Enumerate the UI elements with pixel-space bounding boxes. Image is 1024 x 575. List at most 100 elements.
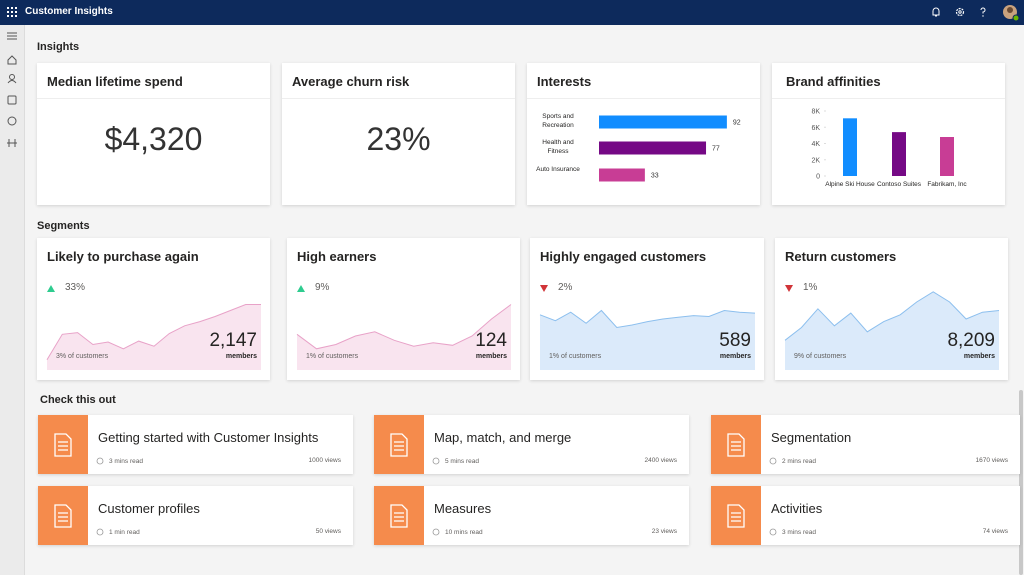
icon-background <box>38 415 88 474</box>
segment-card[interactable]: Likely to purchase again 33% 3% of custome… <box>37 238 270 380</box>
scrollbar[interactable] <box>1019 390 1023 575</box>
clock-icon <box>432 457 440 465</box>
article-title: Customer profiles <box>98 501 200 516</box>
segment-card[interactable]: High earners 9% 1% of customers 124 members <box>287 238 520 380</box>
article-tile[interactable]: Getting started with Customer Insights 3 … <box>38 415 353 474</box>
card-title: Median lifetime spend <box>47 74 183 89</box>
view-count: 50 views <box>315 528 341 535</box>
user-avatar[interactable] <box>1002 4 1020 22</box>
article-icon <box>374 415 424 474</box>
share-text: 3% of customers <box>56 353 109 360</box>
icon-background <box>711 486 761 545</box>
y-tick-label: 6K <box>811 125 820 132</box>
members-count: 124 <box>475 330 507 351</box>
share-text: 1% of customers <box>549 353 602 360</box>
bar <box>599 115 727 129</box>
trend-up-icon <box>47 285 55 292</box>
members-label: members <box>719 353 751 360</box>
bar <box>599 168 645 182</box>
card-title: Highly engaged customers <box>540 249 707 264</box>
article-tile[interactable]: Activities 3 mins read 74 views <box>711 486 1020 545</box>
category-label: Health and Fitness <box>542 139 574 155</box>
clock-face <box>432 457 440 465</box>
divider <box>772 98 1005 99</box>
clock-face <box>769 528 777 536</box>
members-count: 8,209 <box>947 330 995 351</box>
change-value: 33% <box>65 282 86 293</box>
clock-icon <box>769 457 777 465</box>
category-label: Sports and Recreation <box>542 113 574 129</box>
category-label: Contoso Suites <box>876 181 922 188</box>
article-title: Activities <box>771 501 823 516</box>
section-heading: Check this out <box>40 394 116 406</box>
document-icon <box>54 433 72 457</box>
clock-icon <box>96 457 104 465</box>
view-count: 2400 views <box>644 457 677 464</box>
trend-line <box>296 304 512 350</box>
article-tile[interactable]: Customer profiles 1 min read 50 views <box>38 486 353 545</box>
change-value: 9% <box>315 282 330 293</box>
clock-face <box>96 457 104 465</box>
trend-down-icon <box>540 285 548 292</box>
segment-card[interactable]: Highly engaged customers 2% 1% of customer… <box>530 238 764 380</box>
members-label: members <box>475 353 507 360</box>
read-time: 2 mins read <box>782 458 816 465</box>
bar <box>940 137 954 176</box>
sparkline <box>46 285 261 370</box>
kpi-value: 23% <box>366 121 431 157</box>
divider <box>37 98 270 99</box>
share-text: 1% of customers <box>306 353 359 360</box>
nav-icons[interactable] <box>0 25 24 155</box>
sparkline <box>296 285 512 370</box>
bar <box>599 141 707 155</box>
app-name[interactable]: Customer Insights <box>25 6 113 17</box>
top-bar: Customer Insights <box>0 0 1024 25</box>
members-label: members <box>225 353 257 360</box>
article-title: Segmentation <box>771 430 852 445</box>
y-tick-label: 2K <box>811 157 820 164</box>
article-icon <box>38 486 88 545</box>
kpi-card: Average churn risk 23% <box>282 63 515 205</box>
article-tile[interactable]: Map, match, and merge 5 mins read 2400 vie… <box>374 415 689 474</box>
document-icon <box>727 504 745 528</box>
clock-icon <box>769 528 777 536</box>
clock-face <box>432 528 440 536</box>
app-launcher[interactable] <box>6 6 18 18</box>
help-icon[interactable] <box>977 6 989 18</box>
article-icon <box>38 415 88 474</box>
clock-face <box>96 528 104 536</box>
clock-icon <box>432 528 440 536</box>
members-count: 589 <box>719 330 751 351</box>
y-tick-label: 8K <box>811 109 820 116</box>
category-label: Auto Insurance <box>536 166 580 173</box>
trend-line <box>784 291 1000 341</box>
change-value: 1% <box>803 282 818 293</box>
card-title: Return customers <box>785 249 897 264</box>
segment-card[interactable]: Return customers 1% 9% of customers 8,209 me… <box>775 238 1008 380</box>
article-title: Getting started with Customer Insights <box>98 430 319 445</box>
read-time: 3 mins read <box>109 458 143 465</box>
trend-area <box>785 291 999 370</box>
kpi-card: Median lifetime spend $4,320 <box>37 63 270 205</box>
notifications-icon[interactable] <box>930 6 942 18</box>
card-title: Brand affinities <box>786 74 881 89</box>
icon-background <box>38 486 88 545</box>
y-tick-label: 0 <box>816 174 820 181</box>
article-tile[interactable]: Segmentation 2 mins read 1670 views <box>711 415 1020 474</box>
settings-icon[interactable] <box>954 6 966 18</box>
view-count: 1670 views <box>975 457 1008 464</box>
trend-down-icon <box>785 285 793 292</box>
bar <box>892 132 906 176</box>
sparkline <box>539 285 756 370</box>
read-time: 10 mins read <box>445 529 483 536</box>
trend-area <box>47 304 261 370</box>
change-value: 2% <box>558 282 573 293</box>
data-label: 33 <box>651 173 659 180</box>
article-tile[interactable]: Measures 10 mins read 23 views <box>374 486 689 545</box>
read-time: 3 mins read <box>782 529 816 536</box>
trend-line <box>46 304 261 361</box>
document-icon <box>390 433 408 457</box>
article-icon <box>374 486 424 545</box>
clock-face <box>769 457 777 465</box>
article-title: Measures <box>434 501 492 516</box>
